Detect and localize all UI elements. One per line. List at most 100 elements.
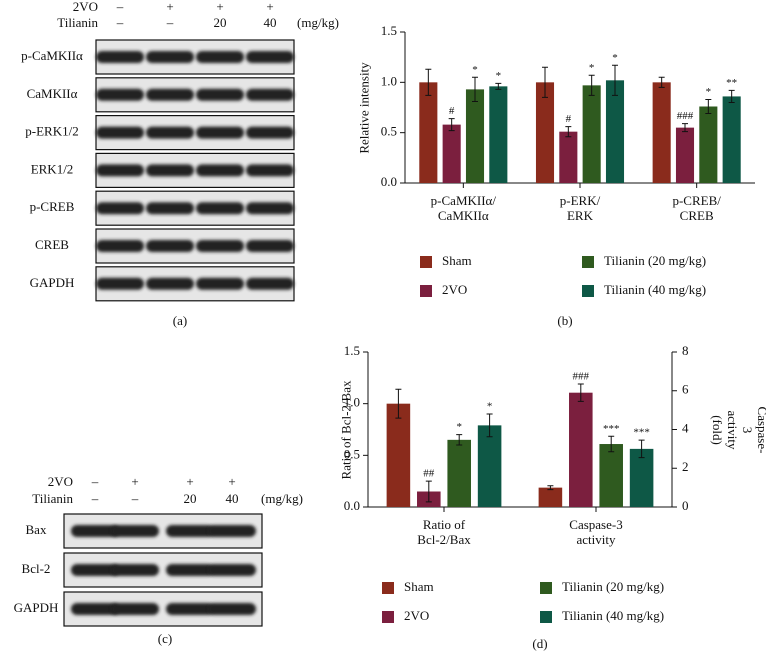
legend-label: 2VO (404, 608, 429, 623)
blot-band (166, 525, 214, 537)
blot-band (246, 277, 294, 290)
legend-label: Sham (442, 253, 472, 268)
significance-mark: *** (633, 427, 650, 439)
blot-band (146, 126, 194, 139)
y2-tick-label: 0 (682, 498, 689, 513)
y-axis-label: Ratio of Bcl-2/Bax (338, 380, 354, 479)
legend-label: Tilianin (20 mg/kg) (562, 579, 664, 594)
error-bar (682, 123, 688, 133)
blot-band (111, 564, 159, 576)
blot-band (146, 51, 194, 63)
lane-label: 40 (226, 491, 239, 506)
significance-mark: ### (573, 371, 590, 383)
blot-band (146, 164, 194, 177)
treatment-label: 2VO (73, 0, 98, 14)
error-bar (495, 82, 502, 90)
bar (605, 80, 625, 183)
error-bar (486, 413, 493, 438)
band-label: CREB (35, 237, 69, 252)
lane-label: 20 (214, 15, 227, 30)
error-bar (565, 126, 572, 138)
significance-mark: * (472, 64, 478, 76)
panel-label: (a) (173, 313, 187, 328)
lane-label: + (131, 474, 138, 489)
treatment-label: Tilianin (57, 15, 98, 30)
blot-band (208, 603, 256, 615)
error-bar (456, 434, 463, 446)
bar (489, 86, 508, 183)
significance-mark: * (496, 70, 502, 82)
y-tick-label: 0.0 (344, 498, 360, 513)
blot-band (111, 603, 159, 615)
bar (675, 127, 695, 183)
band-label: Bcl-2 (22, 561, 51, 576)
lane-label: – (116, 15, 124, 30)
bar (538, 487, 563, 507)
bar (699, 106, 718, 183)
blot-band (111, 525, 159, 537)
band-label: p-CREB (30, 199, 75, 214)
lane-label: – (131, 491, 139, 506)
y-tick-label: 0.5 (344, 446, 360, 461)
y-tick-label: 1.0 (381, 73, 397, 88)
blot-band (166, 603, 214, 615)
blot-band (246, 126, 294, 139)
lane-label: – (91, 491, 99, 506)
blot-band (246, 51, 294, 63)
legend-swatch (420, 256, 432, 268)
lane-label: 20 (184, 491, 197, 506)
unit-label: (mg/kg) (297, 15, 339, 30)
significance-mark: ## (423, 468, 435, 480)
bar (652, 82, 671, 183)
blot-band (196, 164, 244, 177)
blot-band (96, 277, 144, 290)
legend-swatch (540, 611, 552, 623)
error-bar (728, 89, 735, 103)
blot-band (71, 603, 119, 615)
bar (559, 131, 578, 183)
panel-label: (b) (557, 313, 572, 328)
error-bar (547, 485, 554, 491)
significance-mark: # (449, 105, 455, 117)
blot-band (96, 51, 144, 63)
y-tick-label: 0.0 (381, 174, 397, 189)
y-tick-label: 0.5 (381, 124, 397, 139)
blot-band (96, 240, 144, 252)
y2-tick-label: 4 (682, 420, 689, 435)
lane-label: – (91, 474, 99, 489)
lane-label: + (216, 0, 223, 14)
blot-band (196, 88, 244, 101)
blot-band (71, 525, 119, 537)
error-bar (395, 388, 402, 419)
treatment-label: 2VO (48, 474, 73, 489)
lane-label: – (166, 15, 174, 30)
significance-mark: * (706, 86, 712, 98)
band-label: p-CaMKIIα (21, 48, 83, 63)
blot-band (196, 202, 244, 215)
y-axis-label: Relative intensity (356, 61, 372, 154)
legend-swatch (420, 285, 432, 297)
significance-mark: ### (677, 110, 694, 122)
legend-label: Tilianin (40 mg/kg) (562, 608, 664, 623)
error-bar (542, 66, 548, 98)
blot-band (71, 564, 119, 576)
significance-mark: * (487, 401, 493, 413)
blot-band (146, 88, 194, 101)
bar (442, 124, 461, 183)
blot-band (246, 164, 294, 177)
panel-label: (c) (158, 631, 172, 646)
error-bar (425, 480, 432, 503)
blot-band (146, 277, 194, 290)
bar (465, 89, 485, 183)
legend-label: Tilianin (20 mg/kg) (604, 253, 706, 268)
bar (569, 392, 593, 507)
legend-swatch (582, 285, 594, 297)
y2-tick-label: 6 (682, 382, 689, 397)
error-bar (612, 64, 618, 96)
blot-band (246, 88, 294, 101)
significance-mark: # (566, 113, 572, 125)
band-label: ERK1/2 (31, 161, 74, 176)
band-label: GAPDH (30, 275, 75, 290)
